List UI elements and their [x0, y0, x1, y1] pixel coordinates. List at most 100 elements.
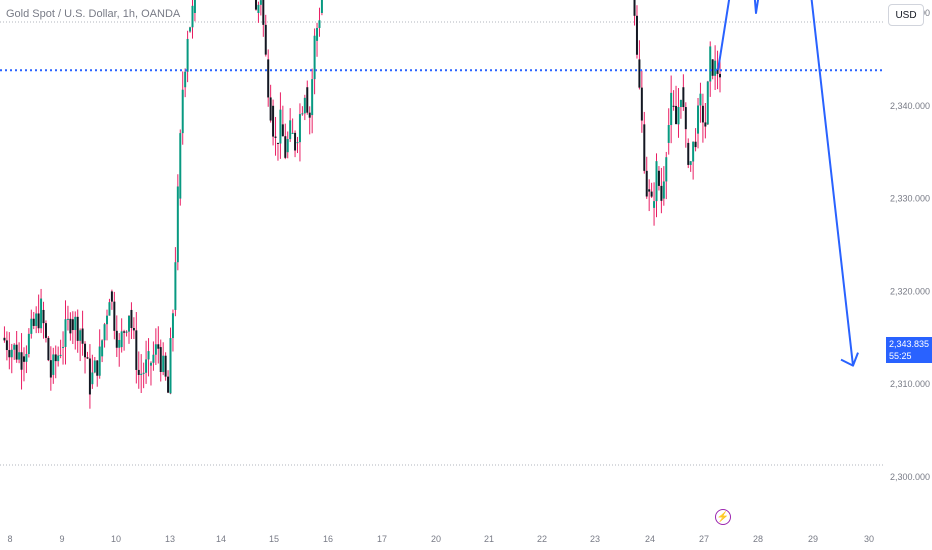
x-axis: 8 9 10 13 14 15 16 17 20 21 22 23 24 27 28 29 30 — [7, 534, 874, 544]
candle-body — [115, 330, 118, 348]
candle-body — [125, 331, 128, 333]
candle-body — [169, 338, 172, 394]
candle-body — [159, 347, 162, 372]
candle-body — [84, 343, 87, 358]
candle-body — [52, 354, 55, 375]
x-tick-label: 10 — [111, 534, 121, 544]
candle-body — [653, 201, 656, 208]
candle-body — [306, 87, 309, 113]
candle-body — [313, 35, 316, 80]
y-tick-label: 2,300.000 — [890, 472, 930, 482]
candle-body — [42, 309, 45, 324]
candle-body — [692, 141, 695, 162]
candle-body — [106, 315, 109, 325]
candle-body — [66, 318, 69, 320]
candle-body — [44, 323, 47, 338]
candle-body — [291, 132, 294, 134]
candle-body — [40, 298, 43, 329]
candle-body — [137, 369, 140, 375]
candle-body — [660, 185, 663, 201]
candle-body — [699, 93, 702, 106]
candle-body — [311, 79, 314, 116]
candle-body — [687, 142, 690, 165]
candle-body — [303, 97, 306, 114]
candle-body — [101, 340, 104, 357]
candle-body — [20, 352, 23, 370]
candle-body — [286, 139, 289, 153]
candle-body — [701, 105, 704, 123]
candle-body — [174, 262, 177, 310]
candle-body — [22, 356, 25, 362]
y-tick-label: 2,310.000 — [890, 379, 930, 389]
candle-body — [264, 24, 267, 55]
candle-body — [167, 376, 170, 393]
candle-body — [184, 71, 187, 88]
candle-body — [318, 20, 321, 28]
x-tick-label: 27 — [699, 534, 709, 544]
candle-body — [32, 318, 35, 326]
candle-body — [719, 73, 721, 78]
y-tick-label: 2,340.000 — [890, 101, 930, 111]
candle-body — [54, 354, 57, 362]
x-tick-label: 24 — [645, 534, 655, 544]
candle-body — [76, 316, 79, 341]
candle-body — [189, 27, 192, 32]
candle-body — [18, 352, 21, 360]
candle-body — [81, 328, 84, 344]
candle-body — [74, 316, 77, 331]
candle-body — [37, 313, 40, 329]
candle-body — [677, 106, 680, 125]
candle-body — [108, 302, 111, 316]
projection-arrowhead — [840, 352, 859, 367]
candle-body — [62, 346, 65, 348]
candle-body — [267, 59, 270, 98]
chart-grid — [0, 21, 884, 466]
candle-body — [49, 360, 52, 378]
candle-body — [93, 360, 96, 373]
candle-body — [191, 5, 194, 28]
candle-body — [689, 161, 692, 165]
candle-body — [657, 170, 660, 186]
candle-body — [145, 359, 148, 373]
candle-body — [35, 313, 38, 326]
lightning-icon[interactable]: ⚡ — [715, 509, 731, 525]
x-tick-label: 30 — [864, 534, 874, 544]
candle-body — [709, 46, 712, 82]
candle-body — [157, 344, 160, 349]
candle-body — [118, 339, 121, 348]
candle-body — [86, 357, 89, 359]
candle-body — [272, 105, 275, 137]
candle-body — [682, 87, 685, 108]
last-price-tag: 2,343.835 55:25 — [886, 337, 932, 363]
projection-path — [717, 0, 854, 366]
candle-body — [704, 122, 707, 127]
candle-body — [179, 133, 182, 199]
candle-body — [8, 350, 11, 358]
y-tick-label: 2,320.000 — [890, 286, 930, 296]
candle-body — [672, 105, 675, 107]
candle-body — [633, 0, 636, 16]
candle-body — [47, 337, 50, 361]
candle-body — [706, 81, 709, 125]
x-tick-label: 28 — [753, 534, 763, 544]
chart-title: Gold Spot / U.S. Dollar, 1h, OANDA — [6, 8, 181, 20]
candle-body — [711, 59, 714, 76]
candle-body — [320, 0, 323, 13]
candle-body — [294, 132, 297, 151]
candle-body — [193, 0, 196, 13]
candle-body — [665, 157, 668, 182]
currency-button[interactable]: USD — [888, 4, 924, 26]
x-tick-label: 14 — [216, 534, 226, 544]
candle-body — [301, 113, 304, 115]
candle-body — [5, 340, 8, 351]
candle-body — [635, 15, 638, 55]
candle-body — [269, 97, 272, 121]
candle-body — [296, 142, 299, 144]
candle-body — [667, 125, 670, 143]
candle-body — [279, 109, 282, 144]
candle-body — [308, 112, 311, 118]
candle-body — [670, 92, 673, 126]
candle-body — [284, 136, 287, 158]
last-price-value: 2,343.835 — [889, 339, 930, 349]
